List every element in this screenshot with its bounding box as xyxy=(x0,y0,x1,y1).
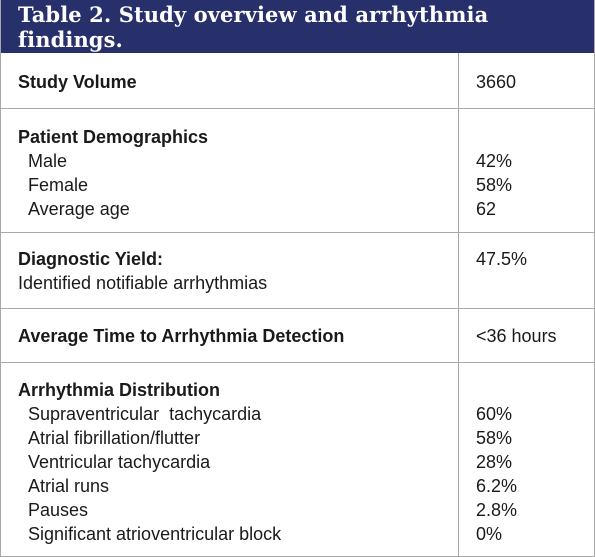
table-row-study-volume: Study Volume 3660 xyxy=(1,53,594,108)
demographics-item-label: Average age xyxy=(28,199,130,219)
distribution-item-label: Ventricular tachycardia xyxy=(28,452,211,472)
diagnostic-yield-sublabel: Identified notifiable arrhythmias xyxy=(18,273,268,293)
table-title: Table 2. Study overview and arrhythmia f… xyxy=(1,0,594,53)
distribution-item-label: Atrial runs xyxy=(28,476,110,496)
row-value-cell: 3660 xyxy=(459,53,594,108)
study-volume-value: 3660 xyxy=(476,72,517,92)
distribution-item-label: Supraventricular tachycardia xyxy=(28,404,262,424)
row-value-cell: 47.5% xyxy=(459,233,594,308)
study-volume-label: Study Volume xyxy=(18,72,137,92)
row-label-cell: Study Volume xyxy=(1,53,459,108)
distribution-item-value: 2.8% xyxy=(476,500,518,520)
detection-time-value: <36 hours xyxy=(476,326,557,346)
distribution-item-label: Atrial fibrillation/flutter xyxy=(28,428,201,448)
table-row-distribution: Arrhythmia Distribution Supraventricular… xyxy=(1,362,594,556)
diagnostic-yield-label: Diagnostic Yield: xyxy=(18,249,164,269)
demographics-item-value: 42% xyxy=(476,151,513,171)
detection-time-label: Average Time to Arrhythmia Detection xyxy=(18,326,345,346)
row-value-cell: <36 hours xyxy=(459,309,594,362)
distribution-item-label: Pauses xyxy=(28,500,89,520)
distribution-item-value: 0% xyxy=(476,524,503,544)
row-label-cell: Patient Demographics Male Female Average… xyxy=(1,109,459,232)
demographics-item-label: Female xyxy=(28,175,89,195)
distribution-item-value: 28% xyxy=(476,452,513,472)
table-row-demographics: Patient Demographics Male Female Average… xyxy=(1,108,594,232)
row-label-cell: Average Time to Arrhythmia Detection xyxy=(1,309,459,362)
table-row-diagnostic-yield: Diagnostic Yield: Identified notifiable … xyxy=(1,232,594,308)
distribution-item-value: 58% xyxy=(476,428,513,448)
demographics-item-label: Male xyxy=(28,151,68,171)
distribution-item-value: 6.2% xyxy=(476,476,518,496)
demographics-label: Patient Demographics xyxy=(18,127,209,147)
diagnostic-yield-value: 47.5% xyxy=(476,249,528,269)
demographics-item-value: 58% xyxy=(476,175,513,195)
demographics-item-value: 62 xyxy=(476,199,497,219)
row-label-cell: Diagnostic Yield: Identified notifiable … xyxy=(1,233,459,308)
distribution-item-value: 60% xyxy=(476,404,513,424)
table-row-detection-time: Average Time to Arrhythmia Detection <36… xyxy=(1,308,594,362)
distribution-label: Arrhythmia Distribution xyxy=(18,380,221,400)
row-label-cell: Arrhythmia Distribution Supraventricular… xyxy=(1,363,459,556)
row-value-cell: 60% 58% 28% 6.2% 2.8% 0% xyxy=(459,363,594,556)
row-value-cell: 42% 58% 62 xyxy=(459,109,594,232)
distribution-item-label: Significant atrioventricular block xyxy=(28,524,282,544)
